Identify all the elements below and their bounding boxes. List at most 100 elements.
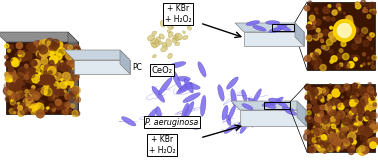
Polygon shape [231,101,306,110]
Circle shape [59,60,63,65]
Ellipse shape [276,105,287,116]
Circle shape [22,105,26,109]
Polygon shape [235,23,304,32]
Circle shape [34,62,37,65]
Circle shape [338,31,339,33]
Circle shape [42,77,50,85]
Ellipse shape [253,25,266,31]
Ellipse shape [200,95,206,116]
Circle shape [68,50,71,53]
Circle shape [355,2,359,6]
Circle shape [365,112,373,120]
Circle shape [312,36,314,38]
Circle shape [336,36,339,39]
Circle shape [358,117,362,120]
Circle shape [72,87,79,94]
Ellipse shape [152,31,156,36]
Circle shape [328,5,331,8]
Circle shape [60,63,64,66]
Circle shape [344,63,350,68]
Circle shape [67,94,75,102]
Circle shape [66,82,70,86]
Circle shape [33,94,39,100]
Circle shape [15,60,17,62]
Circle shape [74,49,77,52]
Circle shape [63,45,71,53]
Ellipse shape [262,102,274,107]
Circle shape [360,133,368,141]
Circle shape [9,97,14,101]
Circle shape [357,107,364,114]
Circle shape [321,39,323,42]
Circle shape [21,88,29,96]
Circle shape [337,54,342,59]
Circle shape [342,120,344,121]
Ellipse shape [184,79,193,93]
Circle shape [361,106,363,108]
Circle shape [68,109,72,113]
Circle shape [41,61,45,65]
Circle shape [43,108,48,112]
Circle shape [50,84,56,90]
Ellipse shape [246,113,260,117]
Circle shape [309,146,316,153]
Circle shape [64,90,66,92]
Circle shape [314,123,319,128]
Circle shape [30,81,33,84]
Circle shape [66,52,73,60]
Circle shape [314,65,318,69]
Ellipse shape [168,25,172,30]
Circle shape [45,63,49,67]
Circle shape [308,117,311,119]
Circle shape [336,4,341,8]
Circle shape [31,110,36,115]
Circle shape [372,10,376,14]
Circle shape [23,92,25,94]
Circle shape [9,70,16,77]
Circle shape [307,24,312,30]
Circle shape [349,119,352,122]
Circle shape [347,92,352,96]
Circle shape [29,72,35,78]
Circle shape [327,109,331,112]
Circle shape [330,117,335,121]
Circle shape [333,124,336,127]
Ellipse shape [156,107,161,119]
Circle shape [55,91,59,95]
Circle shape [357,85,361,89]
Circle shape [330,36,336,42]
Circle shape [322,122,330,129]
Circle shape [309,24,314,29]
Circle shape [18,50,22,54]
Circle shape [372,55,376,60]
Circle shape [50,43,58,51]
Circle shape [360,124,363,127]
Circle shape [54,81,59,86]
Circle shape [64,104,69,109]
Circle shape [362,147,369,154]
Circle shape [350,99,358,107]
Circle shape [324,139,333,147]
Circle shape [364,128,373,136]
Ellipse shape [161,46,167,52]
Circle shape [318,96,322,100]
Ellipse shape [185,84,200,89]
Circle shape [370,122,378,130]
Circle shape [41,66,45,69]
Circle shape [307,104,311,108]
Ellipse shape [171,26,174,29]
Circle shape [28,68,31,72]
Circle shape [361,127,369,135]
Ellipse shape [231,89,237,106]
Circle shape [32,59,40,68]
Circle shape [367,15,371,18]
Circle shape [317,114,324,121]
Circle shape [336,131,339,134]
Circle shape [9,79,12,82]
Circle shape [3,87,11,95]
Circle shape [358,101,365,108]
Polygon shape [295,23,304,46]
Circle shape [45,72,47,74]
Circle shape [8,91,12,95]
Circle shape [333,29,338,33]
